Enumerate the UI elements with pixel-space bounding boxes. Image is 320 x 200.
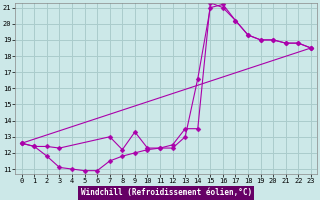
X-axis label: Windchill (Refroidissement éolien,°C): Windchill (Refroidissement éolien,°C): [81, 188, 252, 197]
